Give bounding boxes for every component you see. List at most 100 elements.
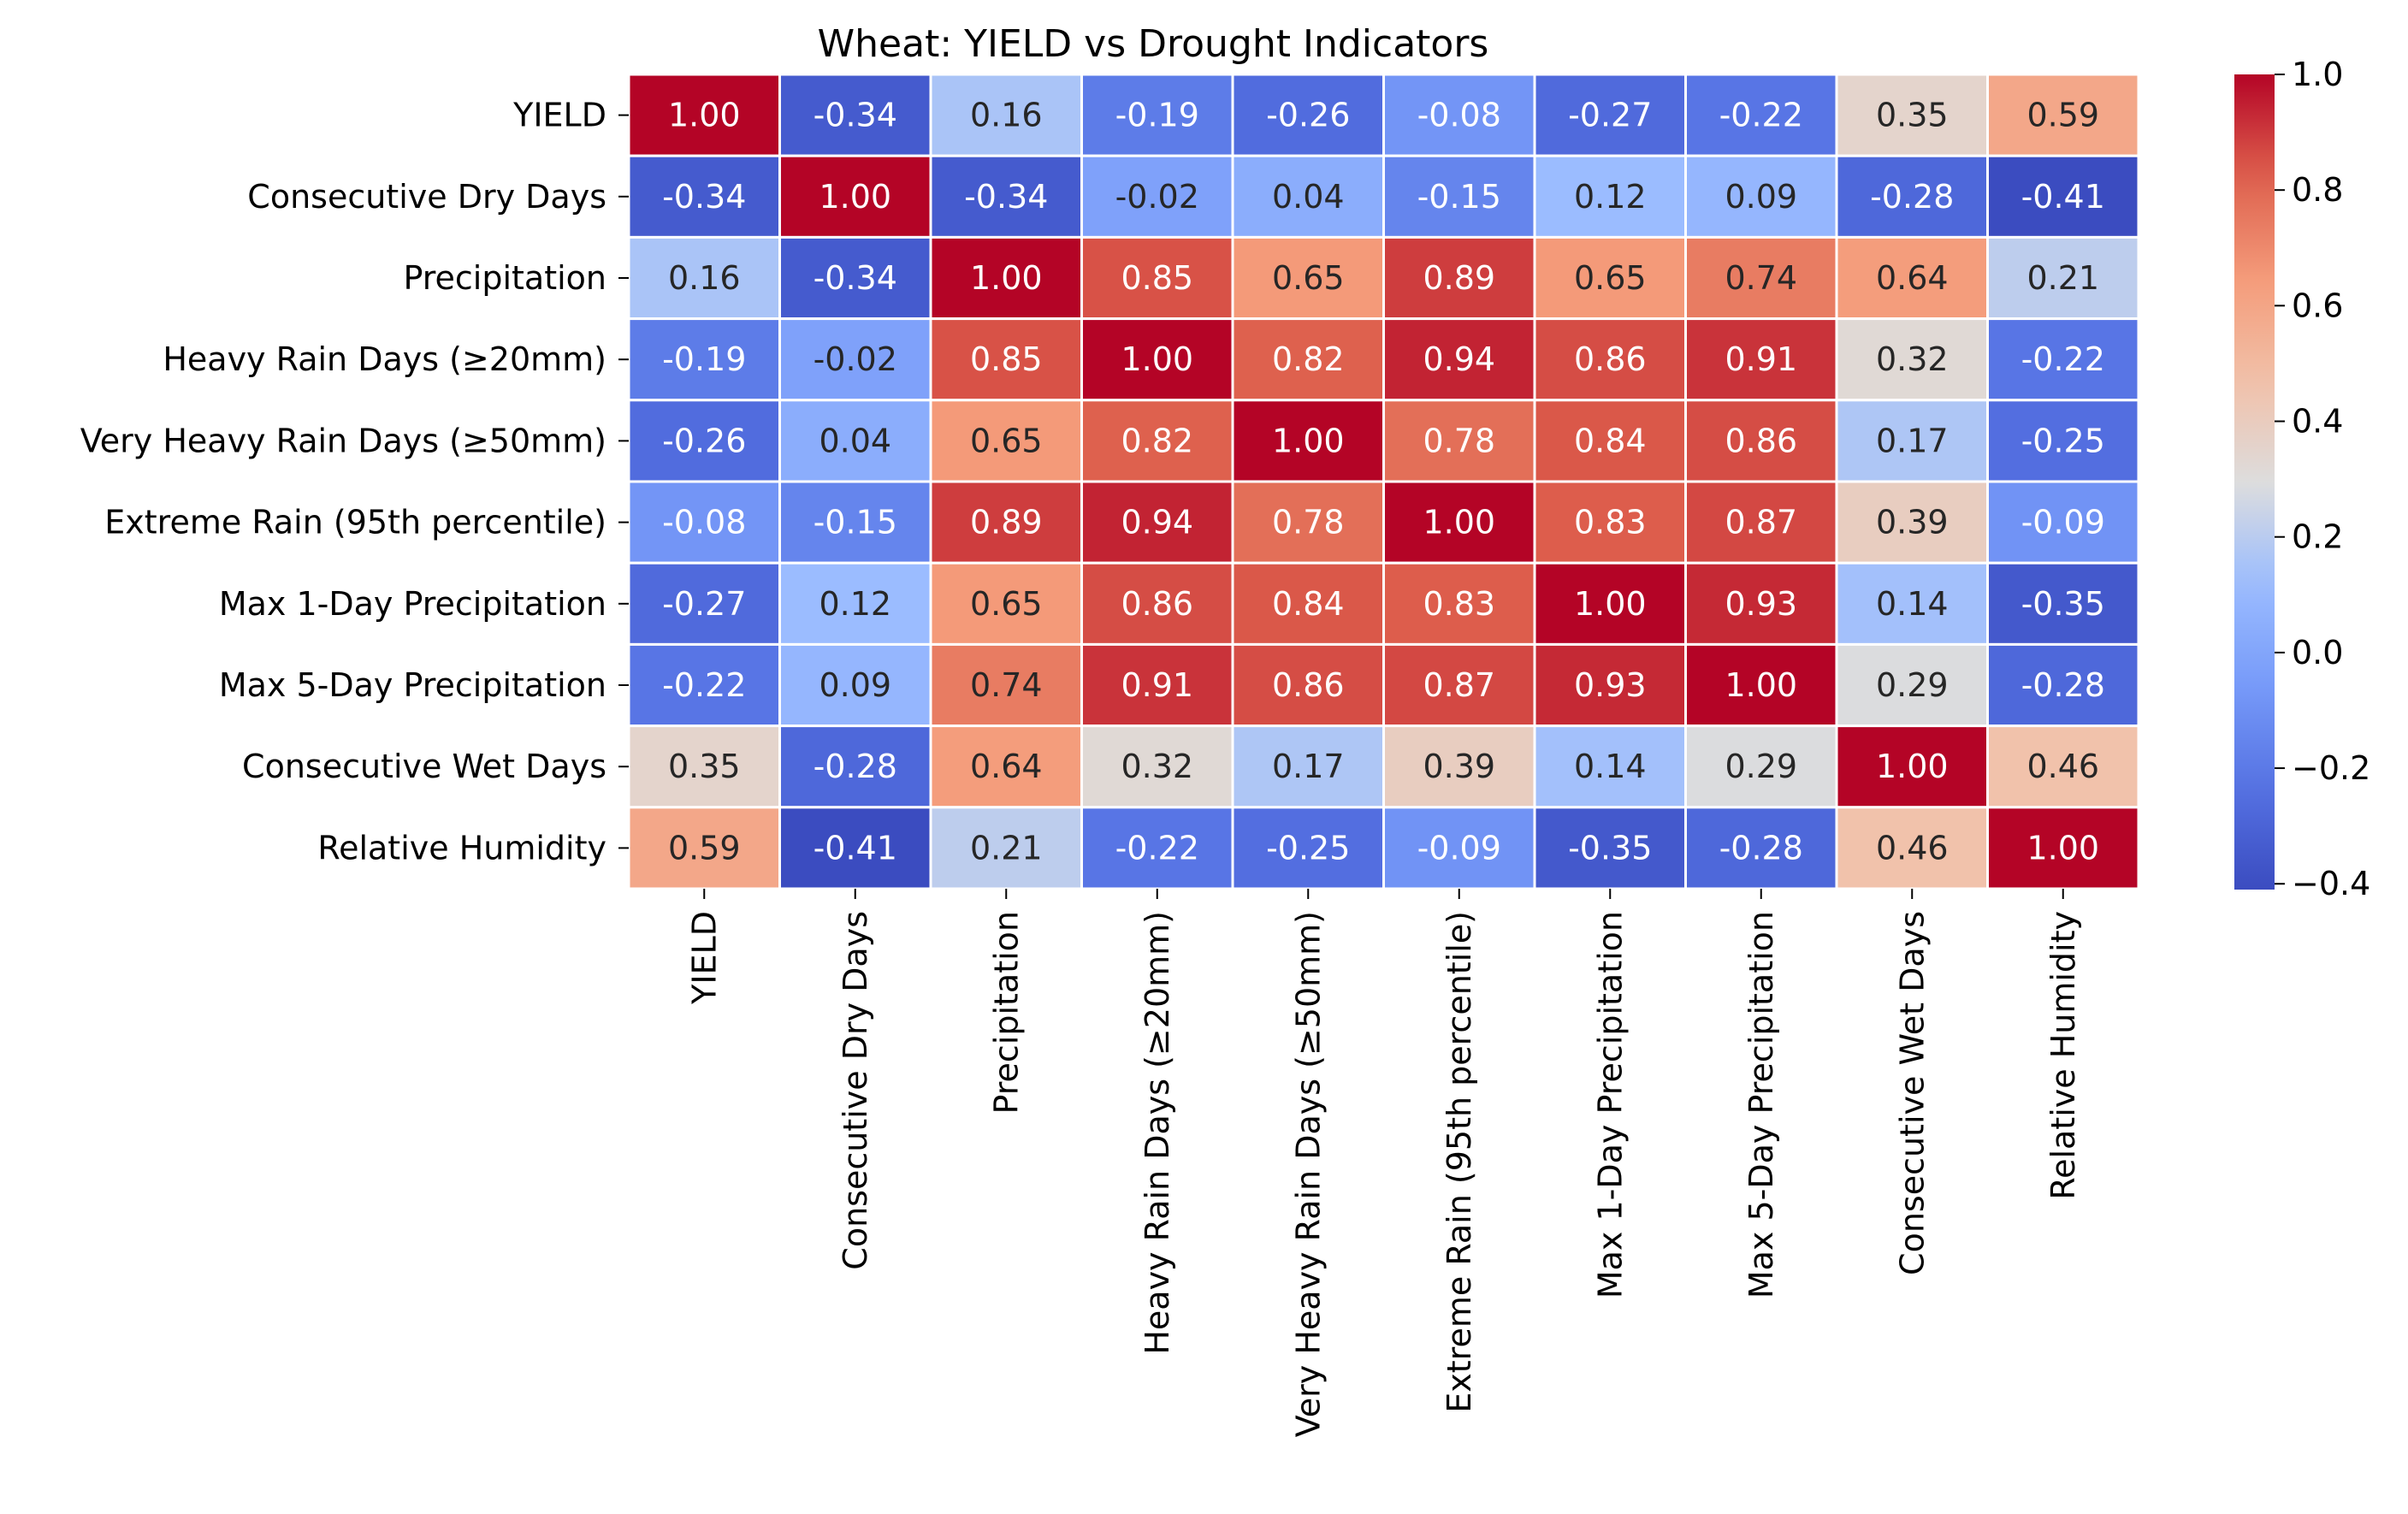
heatmap-cell [1986,399,2140,483]
cell-value-label: 0.59 [2026,97,2099,134]
cell-value-label: 0.65 [970,422,1043,459]
column-label: YIELD [685,911,723,1005]
cell-value-label: 1.00 [819,178,891,216]
cell-value-label: -0.35 [2021,585,2105,623]
heatmap-cell [1835,806,1989,890]
cell-value-label: -0.26 [1266,97,1350,134]
heatmap-cell [1684,806,1838,890]
cell-value-label: 0.91 [1121,666,1193,704]
row-label: YIELD [512,97,606,134]
cell-value-label: 1.00 [1423,504,1495,541]
column-label: Very Heavy Rain Days (≥50mm) [1289,911,1327,1437]
cell-value-label: -0.28 [1870,178,1954,216]
cell-value-label: 0.85 [1121,259,1193,297]
colorbar-tick-label: 0.4 [2292,403,2343,441]
cell-value-label: -0.08 [662,504,746,541]
heatmap-cell [627,561,781,646]
heatmap-cell [1986,73,2140,157]
heatmap-cell [1382,480,1536,565]
heatmap-cell [1080,480,1234,565]
heatmap-cell [1986,235,2140,321]
row-label: Very Heavy Rain Days (≥50mm) [80,422,606,459]
cell-value-label: -0.25 [1266,829,1350,866]
heatmap-cell [1382,399,1536,483]
row-label: Consecutive Dry Days [247,178,606,216]
heatmap-cell [778,642,932,728]
cell-value-label: -0.34 [662,178,746,216]
row-label: Consecutive Wet Days [242,748,606,785]
cell-value-label: -0.02 [1115,178,1199,216]
column-label: Extreme Rain (95th percentile) [1441,911,1478,1413]
cell-value-label: 0.16 [668,259,741,297]
cell-value-label: 0.21 [2026,259,2099,297]
heatmap-cell [1684,154,1838,239]
cell-value-label: 0.82 [1121,422,1193,459]
cell-value-label: 0.94 [1423,340,1495,378]
cell-value-label: 0.59 [668,829,741,866]
cell-value-label: -0.25 [2021,422,2105,459]
cell-value-label: -0.08 [1417,97,1501,134]
cell-value-label: 0.21 [970,829,1043,866]
heatmap-cell [1533,154,1687,239]
heatmap-cell [929,399,1083,483]
cell-value-label: 0.12 [819,585,891,623]
heatmap-cell [1835,399,1989,483]
column-label: Max 5-Day Precipitation [1742,911,1780,1298]
heatmap-cell [1835,561,1989,646]
heatmap-cell [1080,561,1234,646]
heatmap-cell [778,724,932,809]
colorbar-tick-label: 0.6 [2292,287,2343,324]
cell-value-label: 0.17 [1876,422,1949,459]
cell-value-label: 0.46 [1876,829,1949,866]
heatmap-cell [1986,154,2140,239]
cell-value-label: -0.28 [1719,829,1803,866]
cell-value-label: 0.09 [819,666,891,704]
heatmap-cells: 1.00 -0.34 0.16 -0.19 -0.26 -0.08 -0.27 -0.22 0.… [627,73,2140,890]
colorbar-tick-label: 1.0 [2292,56,2343,93]
heatmap-cell [1080,724,1234,809]
colorbar: −0.4 −0.2 0.0 0.2 0.4 0.6 0.8 1.0 [2234,56,2370,902]
cell-value-label: 0.85 [970,340,1043,378]
cell-value-label: 0.86 [1725,422,1797,459]
cell-value-label: -0.26 [662,422,746,459]
cell-value-label: -0.09 [2021,504,2105,541]
cell-value-label: 0.65 [1272,259,1345,297]
heatmap-cell [1684,561,1838,646]
heatmap-cell [1684,399,1838,483]
cell-value-label: 1.00 [1876,748,1949,785]
cell-value-label: -0.22 [1719,97,1803,134]
cell-value-label: 0.32 [1121,748,1193,785]
heatmap-cell [1382,154,1536,239]
row-label: Max 5-Day Precipitation [219,666,606,704]
heatmap-cell [929,235,1083,321]
cell-value-label: -0.27 [1568,97,1652,134]
cell-value-label: 0.35 [1876,97,1949,134]
heatmap-cell [1835,480,1989,565]
cell-value-label: 0.65 [970,585,1043,623]
heatmap-cell [1382,73,1536,157]
cell-value-label: 0.78 [1272,504,1345,541]
cell-value-label: 0.94 [1121,504,1193,541]
heatmap-cell [778,73,932,157]
cell-value-label: 0.04 [819,422,891,459]
heatmap-cell [1382,642,1536,728]
cell-value-label: -0.22 [1115,829,1199,866]
cell-value-label: 1.00 [2026,829,2099,866]
column-label: Consecutive Wet Days [1893,911,1931,1275]
cell-value-label: 0.64 [970,748,1043,785]
cell-value-label: -0.28 [2021,666,2105,704]
row-labels: YIELD Consecutive Dry Days Precipitation He… [80,97,629,866]
heatmap-cell [1835,235,1989,321]
cell-value-label: 0.78 [1423,422,1495,459]
heatmap-cell [778,235,932,321]
column-label: Precipitation [987,911,1025,1115]
heatmap-cell [929,724,1083,809]
cell-value-label: -0.15 [1417,178,1501,216]
colorbar-tick-label: 0.2 [2292,518,2343,556]
cell-value-label: 0.29 [1876,666,1949,704]
cell-value-label: 0.84 [1272,585,1345,623]
cell-value-label: 0.83 [1574,504,1647,541]
cell-value-label: 0.46 [2026,748,2099,785]
column-labels: YIELD Consecutive Dry Days Precipitation He… [685,889,2082,1437]
